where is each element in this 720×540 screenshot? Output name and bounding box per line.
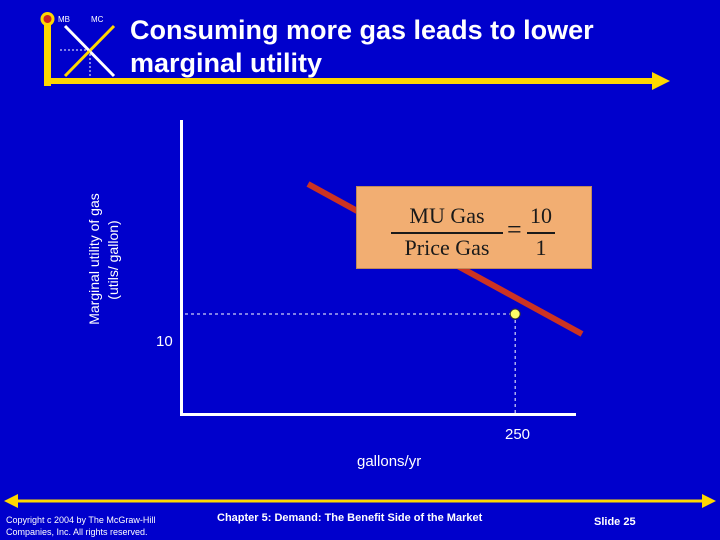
formula-left-denominator: Price Gas (404, 235, 490, 260)
slide-title: Consuming more gas leads to lower margin… (130, 15, 594, 78)
y-axis (180, 120, 183, 416)
footer-copyright: Copyright c 2004 by The McGraw-Hill Comp… (6, 514, 155, 538)
bottom-arrowhead-right (702, 494, 716, 508)
footer-copyright-line1: Copyright c 2004 by The McGraw-Hill (6, 515, 156, 525)
formula-right-denominator: 1 (535, 235, 547, 260)
footer-chapter: Chapter 5: Demand: The Benefit Side of t… (217, 512, 483, 524)
x-axis (180, 413, 576, 416)
logo-mc-label: MC (91, 15, 104, 24)
formula-right-numerator: 10 (530, 203, 552, 228)
formula-left-bar (391, 232, 503, 234)
logo-mb-label: MB (58, 15, 70, 24)
top-arrowhead (652, 72, 670, 90)
formula-box: MU Gas Price Gas = 10 1 (356, 186, 592, 269)
footer-slide-number: Slide 25 (594, 516, 636, 528)
x-tick-label: 250 (505, 426, 531, 443)
y-tick-label: 10 (156, 333, 173, 350)
x-axis-label: gallons/yr (357, 453, 422, 470)
formula-left-numerator: MU Gas (409, 203, 485, 228)
logo-bar (44, 18, 51, 86)
highlight-point (509, 308, 521, 320)
footer-copyright-line2: Companies, Inc. All rights reserved. (6, 527, 148, 537)
logo-circle-inner (43, 15, 52, 23)
formula-equals: = (507, 215, 522, 244)
bottom-arrowhead-left (4, 494, 18, 508)
formula-right-bar (527, 232, 555, 234)
